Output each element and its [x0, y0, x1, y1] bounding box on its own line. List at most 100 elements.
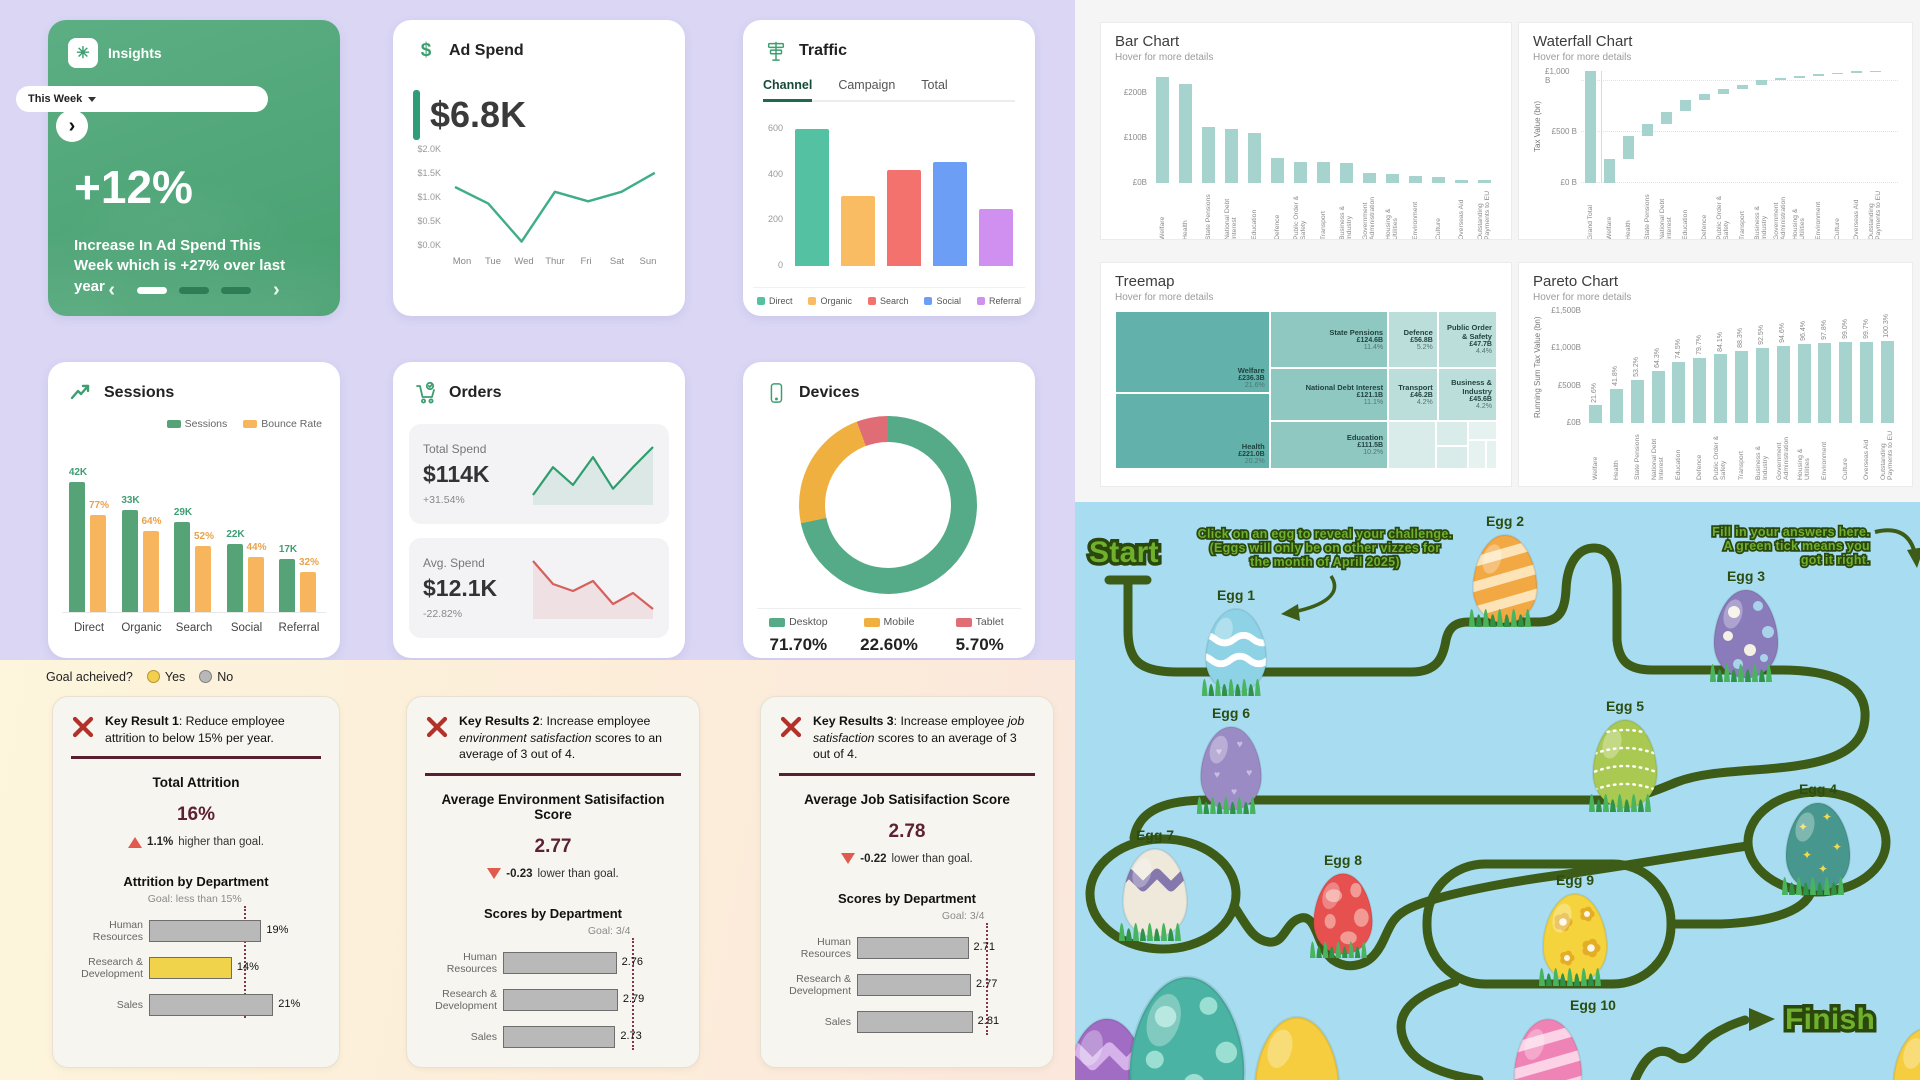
waterfall-step[interactable]	[1866, 70, 1885, 183]
waterfall-step[interactable]	[1828, 71, 1847, 183]
pareto-bar[interactable]: 21.6%	[1585, 311, 1606, 423]
egg-3[interactable]: Egg 3	[1708, 568, 1784, 682]
metric-value: 2.77	[534, 835, 572, 857]
pareto-bar[interactable]: 74.5%	[1668, 311, 1689, 423]
egg-5[interactable]: Egg 5	[1587, 698, 1663, 812]
treemap-cell-small[interactable]	[1435, 420, 1469, 447]
pareto-bar[interactable]: 64.3%	[1648, 311, 1669, 423]
waterfall-step[interactable]	[1714, 71, 1733, 183]
bar-label: Human Resources	[800, 935, 851, 960]
treemap-cell-small[interactable]	[1388, 420, 1436, 469]
pareto-bar[interactable]: 94.6%	[1773, 311, 1794, 423]
carousel-indicator[interactable]	[137, 286, 167, 294]
bar-business-industry[interactable]	[1335, 71, 1358, 183]
egg-10[interactable]: Egg 10	[1508, 997, 1616, 1080]
bar-housing-utilities[interactable]	[1381, 71, 1404, 183]
pareto-bar[interactable]: 92.5%	[1752, 311, 1773, 423]
waterfall-step[interactable]	[1638, 71, 1657, 183]
waterfall-step[interactable]	[1695, 71, 1714, 183]
cumulative-pct-label: 88.3%	[1737, 328, 1745, 348]
period-selector[interactable]: This Week	[16, 86, 268, 112]
treemap-cell-defence[interactable]: Defence £56.8B 5.2%	[1388, 311, 1438, 368]
bar-culture[interactable]	[1427, 71, 1450, 183]
bar-education[interactable]	[1243, 71, 1266, 183]
bar-health[interactable]	[1174, 71, 1197, 183]
pareto-bar[interactable]: 99.7%	[1856, 311, 1877, 423]
y-axis-tick: 0	[777, 260, 783, 270]
traffic-bar-referral	[979, 208, 1013, 266]
bar-government-administration[interactable]	[1358, 71, 1381, 183]
carousel-prev-icon[interactable]: ‹	[108, 278, 115, 301]
bar-environment[interactable]	[1404, 71, 1427, 183]
x-axis-label: Outstanding Payments to EU	[1880, 430, 1895, 480]
devices-donut-chart	[799, 416, 977, 594]
egg-1[interactable]: Egg 1	[1200, 587, 1272, 696]
carousel-next-icon[interactable]: ›	[273, 278, 280, 301]
egg-6[interactable]: Egg 6 ♥ ♥ ♥ ♥ ♥	[1195, 705, 1267, 814]
carousel-indicator[interactable]	[179, 286, 209, 294]
waterfall-step[interactable]	[1733, 71, 1752, 183]
bar-outstanding-payments-to-eu[interactable]	[1473, 71, 1496, 183]
bar-welfare[interactable]	[1151, 71, 1174, 183]
treemap-cell-small[interactable]	[1468, 439, 1486, 469]
treemap-cell-health[interactable]: Health £221.0B 20.2%	[1115, 393, 1270, 469]
egg-8[interactable]: Egg 8	[1308, 852, 1378, 958]
treemap-cell-small[interactable]	[1435, 446, 1469, 469]
pareto-bar[interactable]: 84.1%	[1710, 311, 1731, 423]
egg-2[interactable]: Egg 2	[1467, 513, 1543, 627]
pareto-bar[interactable]: 79.7%	[1689, 311, 1710, 423]
orders-card: Orders Total Spend $114K +31.54% Avg. Sp…	[393, 362, 685, 658]
waterfall-step[interactable]	[1676, 71, 1695, 183]
x-axis-label: Environment	[1411, 201, 1419, 240]
treemap-cell-business-industry[interactable]: Business & Industry £45.6B 4.2%	[1437, 367, 1497, 421]
waterfall-step[interactable]	[1657, 71, 1676, 183]
tab-channel[interactable]: Channel	[763, 78, 813, 102]
gov-spend-charts: Bar Chart Hover for more details £200B £1…	[1075, 0, 1920, 502]
carousel-indicator[interactable]	[221, 286, 251, 294]
treemap-cell-small[interactable]	[1468, 420, 1497, 440]
bar-public-order-safety[interactable]	[1289, 71, 1312, 183]
pareto-bar[interactable]: 88.3%	[1731, 311, 1752, 423]
bar-defence[interactable]	[1266, 71, 1289, 183]
bar-national-debt-interest[interactable]	[1220, 71, 1243, 183]
waterfall-grand-total[interactable]	[1581, 71, 1600, 183]
egg-7[interactable]: Egg 7	[1117, 827, 1193, 941]
treemap-cell-transport[interactable]: Transport £46.2B 4.2%	[1388, 367, 1438, 421]
waterfall-step[interactable]	[1752, 71, 1771, 183]
card-title: Ad Spend	[449, 42, 524, 59]
treemap-cell-welfare[interactable]: Welfare £236.3B 21.6%	[1115, 311, 1270, 394]
egg-4[interactable]: Egg 4 ✦ ✦ ✦ ✦ ✦	[1780, 781, 1856, 895]
bar-state-pensions[interactable]	[1197, 71, 1220, 183]
phone-icon	[763, 380, 789, 406]
treemap-cell-small[interactable]	[1485, 439, 1497, 469]
waterfall-step[interactable]	[1809, 71, 1828, 183]
pareto-bar[interactable]: 53.2%	[1627, 311, 1648, 423]
total-spend-stat: Total Spend $114K +31.54%	[409, 424, 669, 524]
waterfall-step[interactable]	[1847, 71, 1866, 183]
treemap-cell-public-order-safety[interactable]: Public Order & Safety £47.7B 4.4%	[1437, 311, 1497, 368]
department-bar-row: Human Resources 2.76	[425, 948, 681, 978]
treemap-cell-state-pensions[interactable]: State Pensions £124.6B 11.4%	[1269, 311, 1389, 368]
pareto-bar[interactable]: 100.3%	[1877, 311, 1898, 423]
egg-graphic: ♥ ♥ ♥ ♥ ♥	[1196, 725, 1263, 814]
waterfall-step[interactable]	[1619, 71, 1638, 183]
bar-overseas-aid[interactable]	[1450, 71, 1473, 183]
pareto-bar[interactable]: 97.8%	[1814, 311, 1835, 423]
pareto-bar[interactable]: 96.4%	[1794, 311, 1815, 423]
pareto-bar[interactable]: 41.8%	[1606, 311, 1627, 423]
treemap-cell-national-debt-interest[interactable]: National Debt Interest £121.1B 11.1%	[1269, 367, 1389, 421]
tab-campaign[interactable]: Campaign	[838, 78, 896, 92]
waterfall-step[interactable]	[1771, 71, 1790, 183]
pareto-bar[interactable]: 99.0%	[1835, 311, 1856, 423]
next-button[interactable]: ›	[56, 110, 88, 142]
waterfall-step[interactable]	[1600, 71, 1619, 183]
waterfall-step[interactable]	[1790, 71, 1809, 183]
bar-transport[interactable]	[1312, 71, 1335, 183]
y-axis-tick: $2.0K	[417, 144, 441, 154]
tab-total[interactable]: Total	[921, 78, 948, 92]
egg-9[interactable]: Egg 9	[1537, 872, 1613, 986]
treemap-cell-education[interactable]: Education £111.5B 10.2%	[1269, 420, 1389, 469]
x-axis-label: Mon	[452, 256, 472, 267]
egg-label: Egg 9	[1555, 872, 1595, 888]
legend-item: Organic	[808, 296, 852, 306]
